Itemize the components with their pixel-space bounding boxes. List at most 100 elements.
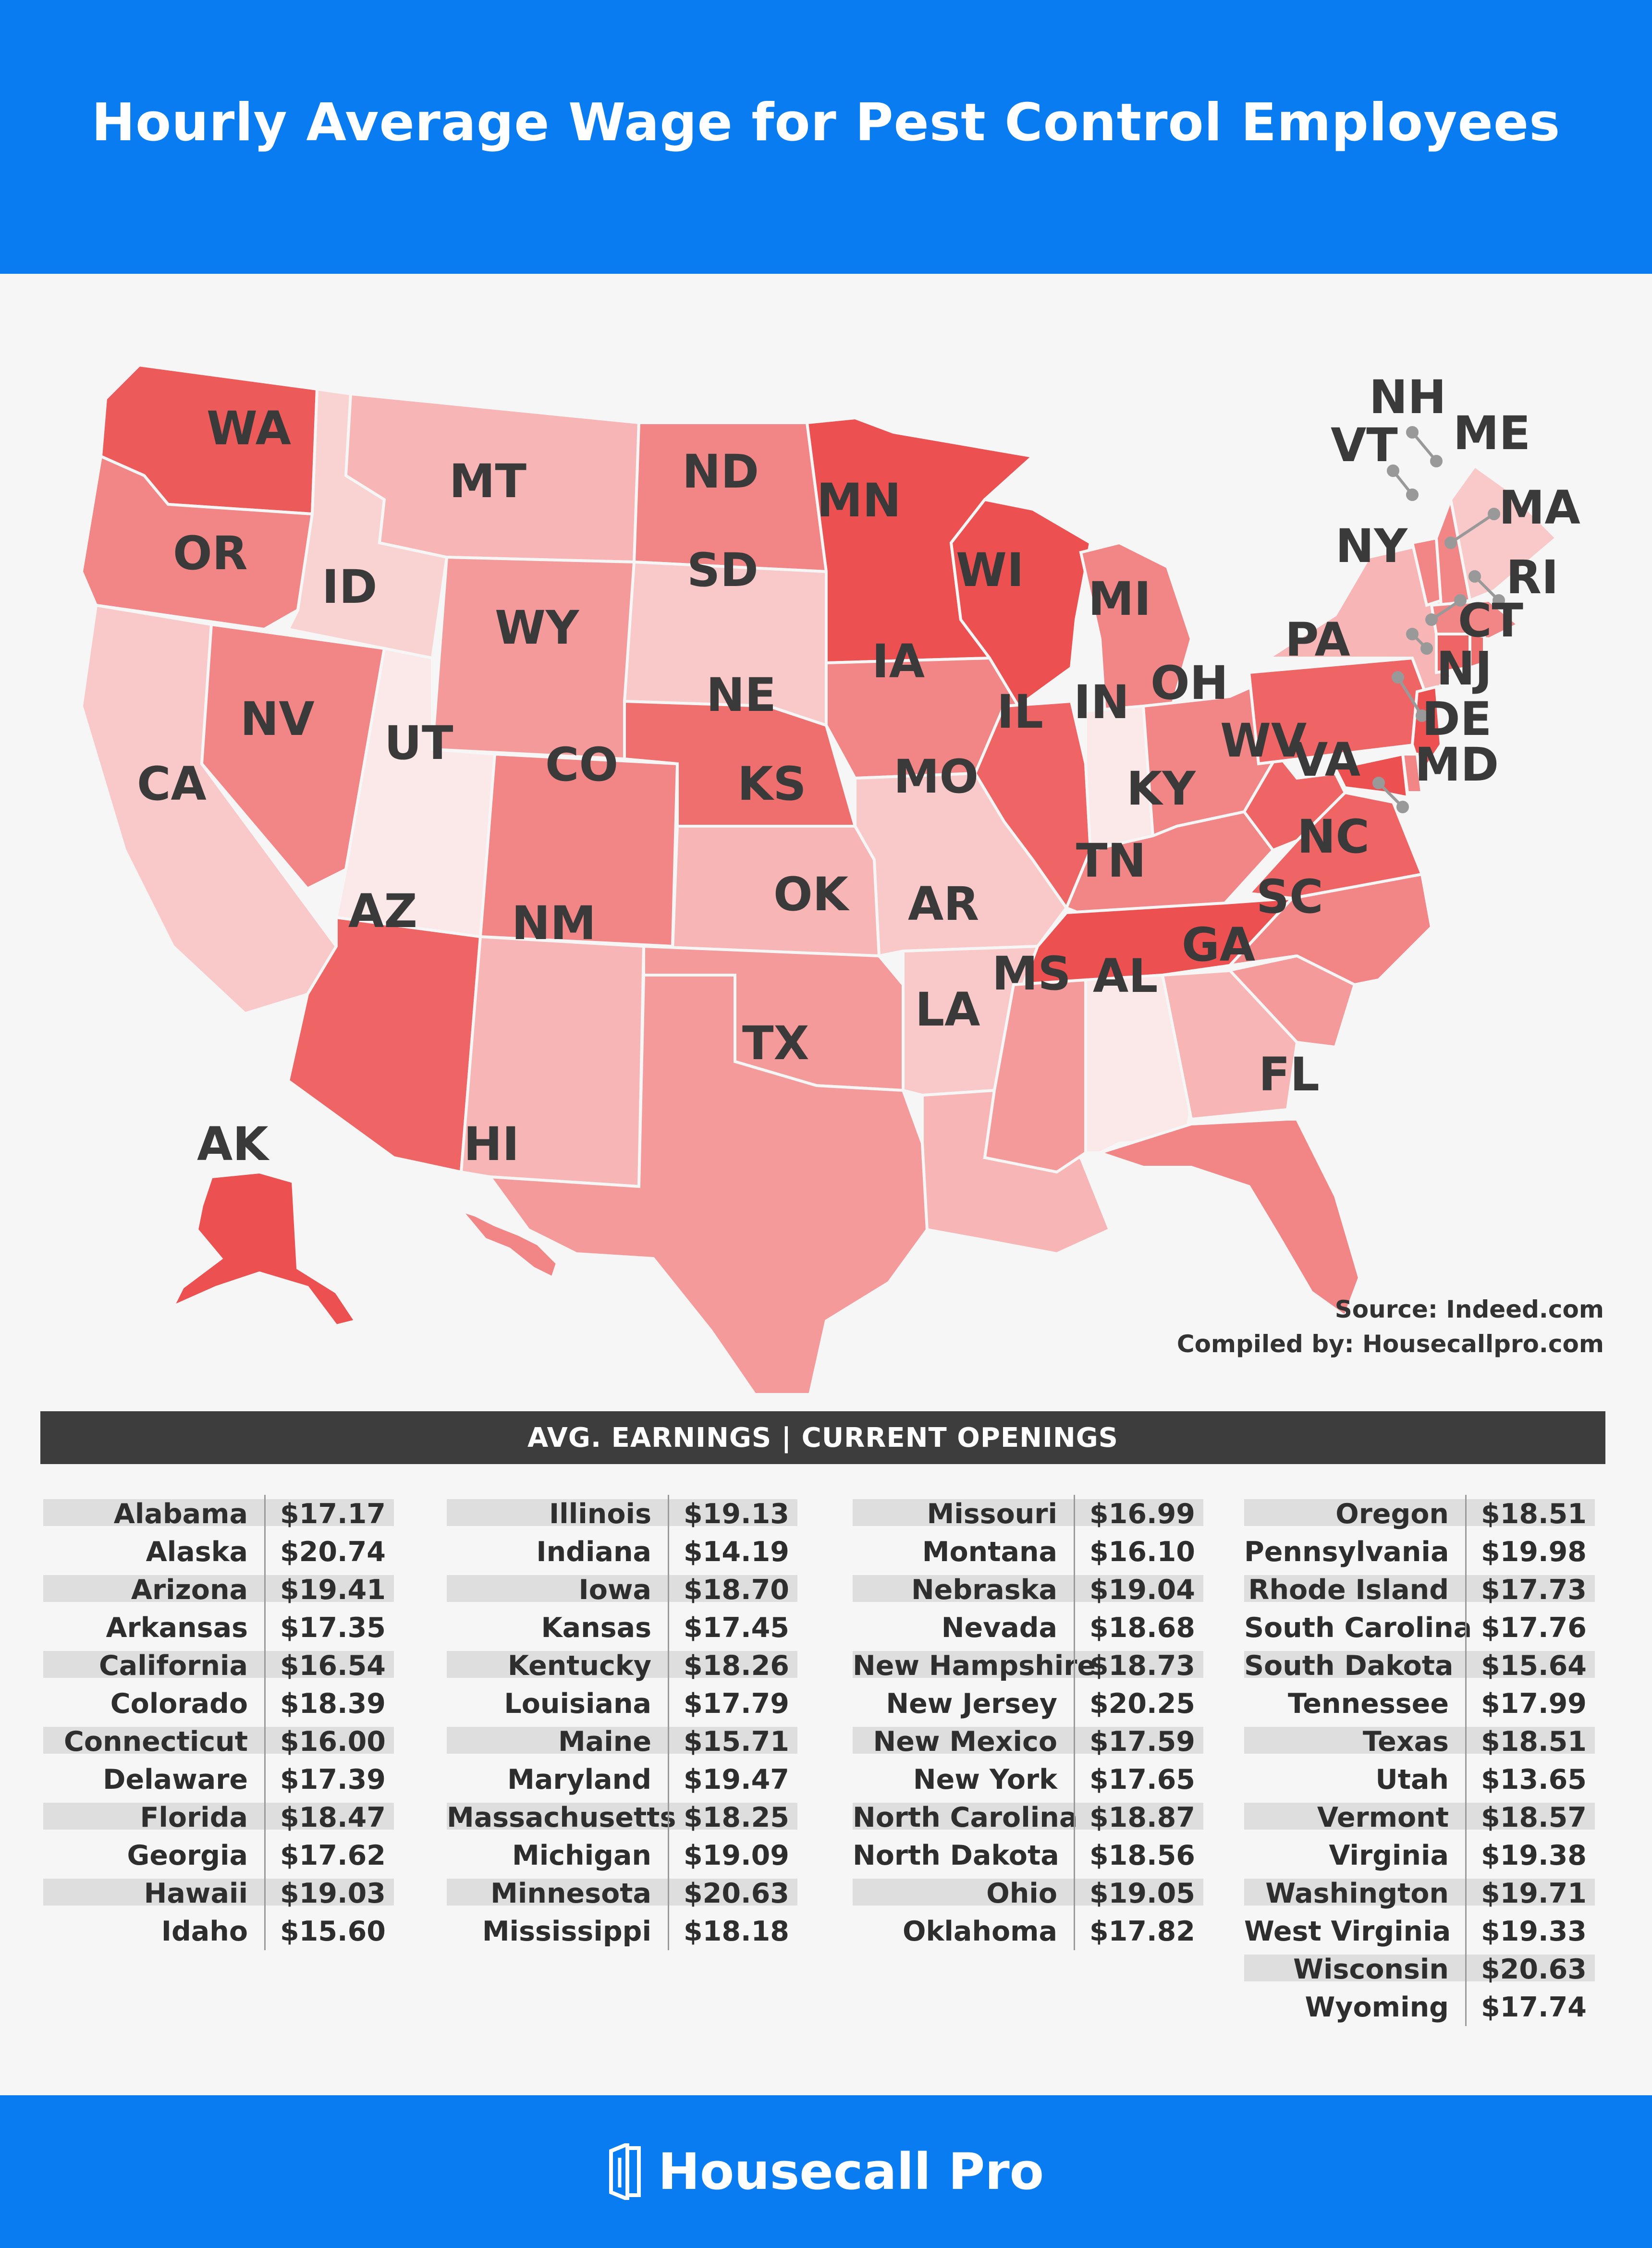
table-row: Maine $15.71 — [447, 1723, 797, 1760]
label-WY: WY — [495, 601, 580, 655]
state-name: Iowa — [578, 1574, 652, 1606]
table-row: Oklahoma $17.82 — [853, 1912, 1203, 1950]
state-shapes — [80, 363, 1559, 1393]
state-TX — [487, 974, 929, 1393]
avg-wage: $17.99 — [1465, 1685, 1587, 1723]
avg-wage: $20.63 — [668, 1874, 789, 1912]
state-name: Colorado — [110, 1687, 248, 1720]
table-row: Rhode Island $17.73 — [1244, 1571, 1595, 1609]
avg-wage: $18.25 — [668, 1798, 789, 1836]
state-name: New Jersey — [886, 1687, 1057, 1720]
label-TX: TX — [742, 1016, 809, 1070]
label-WA: WA — [207, 402, 291, 455]
table-row: Wisconsin $20.63 — [1244, 1950, 1595, 1988]
label-NE: NE — [706, 668, 776, 722]
page-title: Hourly Average Wage for Pest Control Emp… — [91, 92, 1561, 153]
state-NJ — [1410, 685, 1443, 777]
label-AL: AL — [1093, 949, 1158, 1003]
state-name: Maryland — [507, 1763, 651, 1796]
table-row: Hawaii $19.03 — [43, 1874, 394, 1912]
state-name: Nevada — [941, 1612, 1057, 1644]
table-row: California $16.54 — [43, 1647, 394, 1685]
label-WV: WV — [1220, 714, 1307, 768]
state-MA — [1430, 599, 1521, 641]
label-MS: MS — [992, 947, 1071, 1001]
table-row: Georgia $17.62 — [43, 1836, 394, 1874]
state-name: Maine — [558, 1725, 651, 1758]
state-name: West Virginia — [1244, 1915, 1451, 1947]
table-row: Missouri $16.99 — [853, 1495, 1203, 1533]
state-name: New Hampshire — [853, 1649, 1096, 1682]
housecall-logo-icon — [609, 2143, 641, 2200]
avg-wage: $19.47 — [668, 1760, 789, 1798]
state-name: Arkansas — [106, 1612, 248, 1644]
avg-wage: $18.18 — [668, 1912, 789, 1950]
table-row: Minnesota $20.63 — [447, 1874, 797, 1912]
state-name: Oregon — [1335, 1498, 1449, 1530]
table-row: Louisiana $17.79 — [447, 1685, 797, 1723]
table-row: Iowa $18.70 — [447, 1571, 797, 1609]
table-row: New Jersey $20.25 — [853, 1685, 1203, 1723]
label-CO: CO — [545, 738, 618, 792]
state-ME — [1449, 464, 1559, 603]
table-row: Virginia $19.38 — [1244, 1836, 1595, 1874]
avg-wage: $18.39 — [264, 1685, 386, 1723]
avg-wage: $18.47 — [264, 1798, 386, 1836]
state-MI — [1079, 541, 1193, 713]
table-row: North Dakota $18.56 — [853, 1836, 1203, 1874]
avg-wage: $19.03 — [264, 1874, 386, 1912]
source-line: Source: Indeed.com — [1334, 1295, 1604, 1323]
avg-wage: $17.17 — [264, 1495, 386, 1533]
state-name: Indiana — [536, 1536, 651, 1568]
state-name: Idaho — [161, 1915, 248, 1947]
avg-wage: $18.68 — [1074, 1609, 1195, 1647]
label-IA: IA — [872, 635, 925, 688]
table-column: Illinois $19.13 Indiana $14.19 Iowa $18.70 Kan… — [447, 1495, 797, 1950]
state-WY — [430, 555, 636, 761]
label-MA: MA — [1499, 481, 1580, 535]
label-UT: UT — [384, 716, 453, 770]
avg-wage: $16.10 — [1074, 1533, 1195, 1571]
avg-wage: $17.35 — [264, 1609, 386, 1647]
state-name: Pennsylvania — [1244, 1536, 1449, 1568]
avg-wage: $20.25 — [1074, 1685, 1195, 1723]
label-NJ: NJ — [1436, 642, 1492, 696]
label-KY: KY — [1126, 762, 1196, 816]
state-name: Mississippi — [482, 1915, 651, 1947]
state-name: Alabama — [113, 1498, 248, 1530]
avg-wage: $19.05 — [1074, 1874, 1195, 1912]
table-row: Massachusetts $18.25 — [447, 1798, 797, 1836]
state-name: Alaska — [146, 1536, 248, 1568]
table-row: Pennsylvania $19.98 — [1244, 1533, 1595, 1571]
avg-wage: $16.99 — [1074, 1495, 1195, 1533]
table-row: Delaware $17.39 — [43, 1760, 394, 1798]
label-ME: ME — [1453, 406, 1530, 460]
state-name: Florida — [140, 1801, 248, 1833]
table-row: New Mexico $17.59 — [853, 1723, 1203, 1760]
avg-wage: $17.76 — [1465, 1609, 1587, 1647]
avg-wage: $17.74 — [1465, 1988, 1587, 2026]
state-name: Connecticut — [64, 1725, 248, 1758]
state-name: Vermont — [1317, 1801, 1449, 1833]
state-name: Arizona — [131, 1574, 248, 1606]
label-AR: AR — [908, 877, 979, 931]
label-SD: SD — [687, 543, 759, 597]
avg-wage: $16.54 — [264, 1647, 386, 1685]
state-name: Wisconsin — [1293, 1953, 1449, 1985]
label-ND: ND — [682, 445, 759, 499]
state-name: Kansas — [541, 1612, 651, 1644]
table-row: Washington $19.71 — [1244, 1874, 1595, 1912]
state-name: Wyoming — [1305, 1991, 1449, 2023]
label-NV: NV — [240, 692, 315, 746]
label-NC: NC — [1297, 810, 1370, 864]
state-name: Tennessee — [1288, 1687, 1449, 1720]
label-HI: HI — [464, 1117, 519, 1171]
avg-wage: $17.79 — [668, 1685, 789, 1723]
avg-wage: $19.13 — [668, 1495, 789, 1533]
label-OH: OH — [1150, 656, 1228, 710]
table-row: Montana $16.10 — [853, 1533, 1203, 1571]
us-map: WA OR CA NV ID MT WY UT AZ CO NM ND SD N… — [0, 274, 1652, 1393]
table-row: New York $17.65 — [853, 1760, 1203, 1798]
table-row: Alabama $17.17 — [43, 1495, 394, 1533]
table-header: AVG. EARNINGS | CURRENT OPENINGS — [40, 1411, 1605, 1464]
